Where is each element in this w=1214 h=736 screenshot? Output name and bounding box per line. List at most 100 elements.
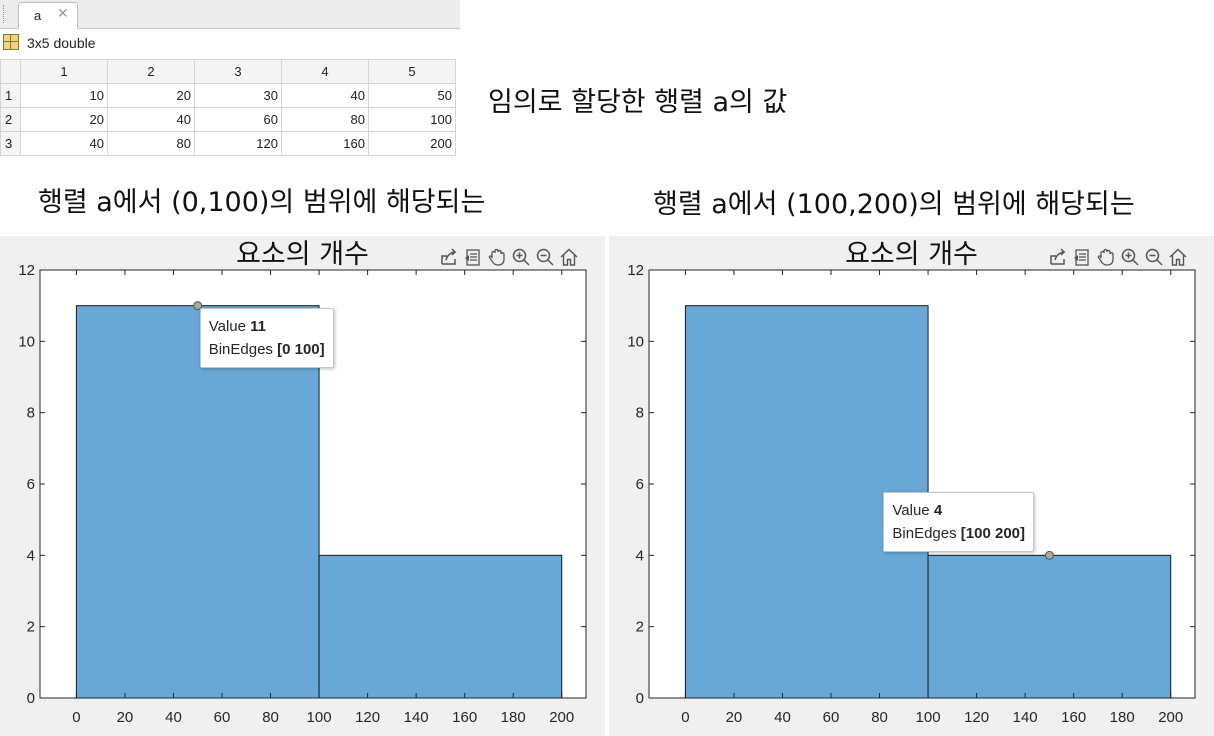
row-header[interactable]: 1 — [0, 83, 21, 108]
datatip-edges-line: BinEdges [0 100] — [209, 338, 325, 361]
tab-variable-a[interactable]: a ✕ — [18, 2, 78, 29]
x-tick-label: 0 — [72, 709, 80, 726]
y-tick-label: 8 — [27, 405, 35, 422]
axes-toolbar — [1047, 246, 1189, 268]
x-tick-label: 160 — [1061, 709, 1086, 726]
home-icon[interactable] — [1167, 246, 1189, 268]
table-cell[interactable]: 40 — [281, 83, 369, 108]
datatip-value-label: Value — [892, 502, 930, 520]
tab-grip[interactable] — [3, 5, 7, 23]
x-tick-label: 200 — [1158, 709, 1183, 726]
table-corner[interactable] — [0, 59, 21, 84]
editor-tab-bar: a ✕ — [0, 0, 460, 29]
chart-title: 요소의 개수 — [236, 239, 369, 270]
datatip-edges: [100 200] — [960, 525, 1025, 543]
table-cell[interactable]: 40 — [20, 131, 108, 156]
table-cell[interactable]: 20 — [20, 107, 108, 132]
y-tick-label: 6 — [636, 476, 644, 493]
row-header[interactable]: 2 — [0, 107, 21, 132]
home-icon[interactable] — [558, 246, 580, 268]
histogram-plot[interactable]: 0 20 40 60 80 100 120 140 160 180 200 0 2 4 6 8 10 12 — [609, 236, 1214, 736]
x-tick-label: 140 — [404, 709, 429, 726]
table-cell[interactable]: 50 — [368, 83, 456, 108]
histogram-bar — [75, 305, 320, 699]
x-tick-label: 180 — [501, 709, 526, 726]
pan-icon[interactable] — [486, 246, 508, 268]
table-cell[interactable]: 10 — [20, 83, 108, 108]
column-header[interactable]: 5 — [368, 59, 456, 84]
column-header[interactable]: 2 — [107, 59, 195, 84]
zoom-out-icon[interactable] — [534, 246, 556, 268]
brush-icon[interactable] — [462, 246, 484, 268]
x-tick-label: 100 — [916, 709, 941, 726]
column-header[interactable]: 4 — [281, 59, 369, 84]
datatip-value-line: Value 4 — [892, 499, 1025, 522]
y-tick-label: 8 — [636, 405, 644, 422]
variable-info-bar: 3x5 double — [0, 28, 460, 58]
zoom-in-icon[interactable] — [510, 246, 532, 268]
export-icon[interactable] — [1047, 246, 1069, 268]
datatip[interactable]: Value 11 BinEdges [0 100] — [199, 307, 334, 368]
histogram-figure-left: 요소의 개수 0 20 40 60 80 100 120 140 160 180 200 0 2 4 6 8 1… — [0, 236, 605, 736]
y-tick-label: 2 — [636, 619, 644, 636]
y-tick-label: 4 — [27, 547, 35, 564]
y-tick-label: 12 — [627, 262, 644, 279]
column-header[interactable]: 3 — [194, 59, 282, 84]
x-tick-label: 60 — [823, 709, 840, 726]
export-icon[interactable] — [438, 246, 460, 268]
y-tick-label: 4 — [636, 547, 644, 564]
y-tick-label: 12 — [18, 262, 35, 279]
row-header[interactable]: 3 — [0, 131, 21, 156]
table-cell[interactable]: 20 — [107, 83, 195, 108]
histogram-bar — [318, 554, 563, 699]
y-tick-label: 10 — [627, 333, 644, 350]
table-cell[interactable]: 80 — [107, 131, 195, 156]
close-icon[interactable]: ✕ — [57, 6, 69, 22]
matrix-icon — [3, 34, 19, 50]
pan-icon[interactable] — [1095, 246, 1117, 268]
x-tick-label: 120 — [355, 709, 380, 726]
table-cell[interactable]: 100 — [368, 107, 456, 132]
datatip-edges-line: BinEdges [100 200] — [892, 522, 1025, 545]
variable-editor: a ✕ 3x5 double 1 2 3 4 5 1 10 20 30 40 — [0, 0, 460, 158]
y-tick-label: 0 — [27, 690, 35, 707]
right-chart-caption: 행렬 a에서 (100,200)의 범위에 해당되는 — [653, 189, 1135, 220]
tab-label: a — [34, 8, 42, 23]
x-tick-label: 140 — [1013, 709, 1038, 726]
x-tick-label: 60 — [214, 709, 231, 726]
table-cell[interactable]: 60 — [194, 107, 282, 132]
datatip[interactable]: Value 4 BinEdges [100 200] — [883, 492, 1034, 553]
x-tick-label: 200 — [549, 709, 574, 726]
column-header[interactable]: 1 — [20, 59, 108, 84]
x-tick-label: 100 — [307, 709, 332, 726]
variable-size-type: 3x5 double — [27, 35, 96, 51]
x-tick-label: 180 — [1110, 709, 1135, 726]
datatip-edges: [0 100] — [277, 340, 325, 358]
x-tick-label: 40 — [774, 709, 791, 726]
x-tick-label: 160 — [452, 709, 477, 726]
table-cell[interactable]: 30 — [194, 83, 282, 108]
datatip-value-line: Value 11 — [209, 315, 325, 338]
datatip-edges-label: BinEdges — [892, 525, 957, 543]
table-cell[interactable]: 40 — [107, 107, 195, 132]
zoom-out-icon[interactable] — [1143, 246, 1165, 268]
x-tick-label: 0 — [681, 709, 689, 726]
table-cell[interactable]: 160 — [281, 131, 369, 156]
zoom-in-icon[interactable] — [1119, 246, 1141, 268]
axes-toolbar — [438, 246, 580, 268]
x-tick-label: 80 — [871, 709, 888, 726]
table-cell[interactable]: 200 — [368, 131, 456, 156]
datatip-value: 4 — [933, 502, 943, 520]
brush-icon[interactable] — [1071, 246, 1093, 268]
table-row: 3 40 80 120 160 200 — [0, 131, 456, 156]
table-row: 1 10 20 30 40 50 — [0, 83, 456, 108]
table-header-row: 1 2 3 4 5 — [0, 59, 456, 84]
table-cell[interactable]: 80 — [281, 107, 369, 132]
left-chart-caption: 행렬 a에서 (0,100)의 범위에 해당되는 — [38, 187, 486, 218]
datatip-marker — [1044, 550, 1054, 560]
datatip-edges-label: BinEdges — [208, 340, 273, 358]
histogram-figure-right: 요소의 개수 0 20 40 60 80 100 120 140 160 180 200 0 2 4 6 8 1… — [609, 236, 1214, 736]
chart-title: 요소의 개수 — [845, 239, 978, 270]
histogram-bar — [927, 554, 1172, 699]
table-cell[interactable]: 120 — [194, 131, 282, 156]
